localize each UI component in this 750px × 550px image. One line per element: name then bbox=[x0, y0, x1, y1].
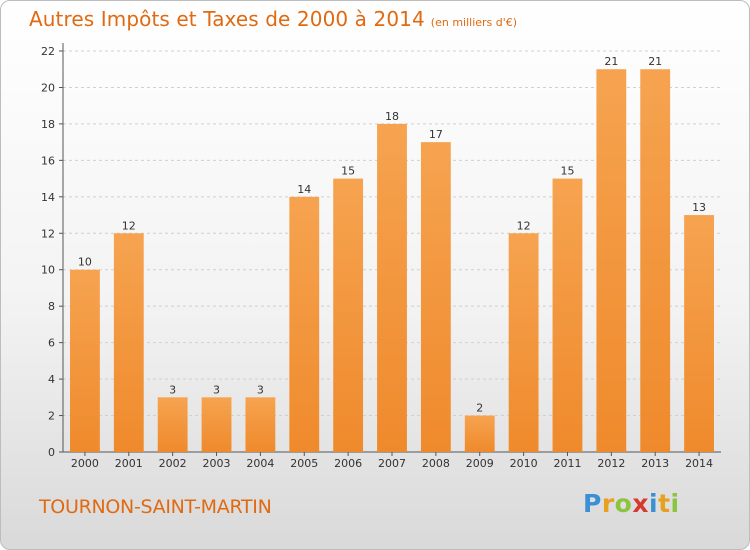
y-tick-label: 10 bbox=[41, 264, 55, 277]
x-tick-label: 2002 bbox=[159, 457, 187, 470]
y-tick-label: 18 bbox=[41, 118, 55, 131]
bar bbox=[552, 178, 583, 452]
bar bbox=[201, 397, 232, 452]
bar bbox=[420, 142, 451, 453]
y-tick-label: 2 bbox=[48, 410, 55, 423]
x-tick-label: 2014 bbox=[685, 457, 713, 470]
x-tick-label: 2006 bbox=[334, 457, 362, 470]
logo-letter: t bbox=[658, 489, 671, 518]
bar bbox=[245, 397, 276, 452]
bar-value-label: 3 bbox=[257, 383, 264, 396]
proxiti-logo[interactable]: Proxiti bbox=[583, 489, 680, 518]
logo-letter: o bbox=[614, 489, 633, 518]
bar bbox=[464, 415, 495, 452]
bar-value-label: 10 bbox=[78, 256, 92, 269]
bar bbox=[377, 123, 407, 452]
y-tick-label: 0 bbox=[48, 446, 55, 459]
bar bbox=[640, 69, 671, 453]
chart-title: Autres Impôts et Taxes de 2000 à 2014 (en… bbox=[29, 7, 517, 31]
x-tick-label: 2009 bbox=[466, 457, 494, 470]
y-tick-label: 12 bbox=[41, 227, 55, 240]
bar bbox=[508, 233, 539, 452]
x-tick-label: 2005 bbox=[290, 457, 318, 470]
bar-value-label: 12 bbox=[517, 219, 531, 232]
bar-value-label: 14 bbox=[297, 183, 311, 196]
logo-letter: r bbox=[601, 489, 615, 518]
bar-value-label: 18 bbox=[385, 110, 399, 123]
x-tick-label: 2008 bbox=[422, 457, 450, 470]
y-tick-label: 4 bbox=[48, 373, 55, 386]
y-tick-label: 22 bbox=[41, 45, 55, 58]
y-tick-label: 20 bbox=[41, 81, 55, 94]
bar bbox=[70, 269, 100, 452]
bar-value-label: 3 bbox=[213, 383, 220, 396]
bar-value-label: 15 bbox=[341, 165, 355, 178]
logo-letter: P bbox=[583, 489, 602, 518]
logo-letter: i bbox=[649, 489, 659, 518]
bar bbox=[333, 178, 364, 452]
bar-value-label: 3 bbox=[169, 383, 176, 396]
bar bbox=[684, 215, 714, 452]
chart-unit-label: (en milliers d'€) bbox=[430, 16, 518, 29]
x-tick-label: 2001 bbox=[115, 457, 143, 470]
x-tick-label: 2011 bbox=[553, 457, 581, 470]
logo-letter: x bbox=[632, 489, 649, 518]
bar-value-label: 21 bbox=[648, 55, 662, 68]
x-tick-label: 2013 bbox=[641, 457, 669, 470]
bar-value-label: 17 bbox=[429, 128, 443, 141]
x-tick-label: 2000 bbox=[71, 457, 99, 470]
y-tick-label: 6 bbox=[48, 337, 55, 350]
y-tick-label: 14 bbox=[41, 191, 55, 204]
x-tick-label: 2007 bbox=[378, 457, 406, 470]
x-tick-label: 2010 bbox=[510, 457, 538, 470]
bar-value-label: 13 bbox=[692, 201, 706, 214]
y-tick-label: 16 bbox=[41, 154, 55, 167]
bar-value-label: 21 bbox=[604, 55, 618, 68]
chart-title-text: Autres Impôts et Taxes de 2000 à 2014 bbox=[29, 7, 425, 31]
bar bbox=[113, 233, 144, 452]
x-tick-label: 2012 bbox=[597, 457, 625, 470]
y-tick-label: 8 bbox=[48, 300, 55, 313]
bar-value-label: 12 bbox=[122, 219, 136, 232]
bar bbox=[596, 69, 627, 453]
commune-name: TOURNON-SAINT-MARTIN bbox=[39, 496, 272, 518]
bar-chart: 0 2 4 6 8 10 12 14 16 18 20 22 10 2000 12 2001 3 2002 3 200… bbox=[41, 43, 721, 470]
bar-value-label: 2 bbox=[476, 402, 483, 415]
x-tick-label: 2004 bbox=[246, 457, 274, 470]
x-tick-label: 2003 bbox=[203, 457, 231, 470]
bar-value-label: 15 bbox=[560, 165, 574, 178]
bar bbox=[289, 196, 320, 452]
logo-letter: i bbox=[670, 489, 680, 518]
bar bbox=[157, 397, 188, 452]
